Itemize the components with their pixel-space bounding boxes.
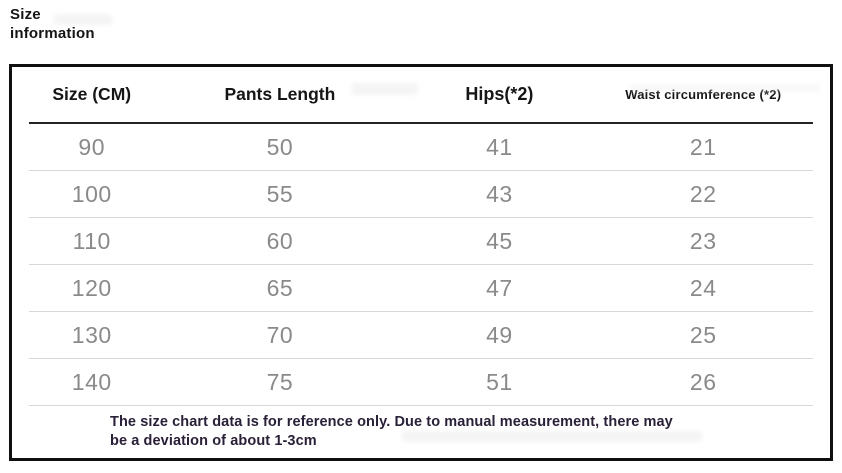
- header-hips: Hips(*2): [465, 84, 534, 104]
- note-line1: The size chart data is for reference onl…: [110, 414, 673, 430]
- cell-waist: 25: [689, 321, 717, 348]
- cell-size: 130: [71, 321, 112, 348]
- page-title-line1: Size: [10, 6, 41, 23]
- cell-waist: 26: [689, 368, 717, 395]
- size-chart-table: Size (CM) Pants Length Hips(*2) Waist ci…: [9, 64, 833, 461]
- cell-pants: 50: [266, 133, 294, 160]
- cell-hips: 49: [486, 321, 513, 348]
- page-title-line2: information: [10, 25, 95, 42]
- watermark-smudge: [54, 14, 112, 25]
- header-size-cm: Size (CM): [52, 84, 132, 104]
- cell-waist: 24: [689, 274, 717, 301]
- cell-hips: 41: [486, 133, 513, 160]
- table-row: 90 50 41 21: [29, 124, 813, 171]
- table-row: 100 55 43 22: [29, 171, 813, 218]
- watermark-smudge: [630, 84, 820, 92]
- cell-waist: 22: [689, 180, 717, 207]
- size-table-header-row: Size (CM) Pants Length Hips(*2) Waist ci…: [29, 67, 813, 124]
- table-row: 140 75 51 26: [29, 359, 813, 406]
- header-pants-length: Pants Length: [224, 84, 336, 104]
- cell-pants: 60: [266, 227, 294, 254]
- cell-pants: 55: [266, 180, 294, 207]
- watermark-smudge: [352, 83, 418, 95]
- cell-size: 120: [71, 274, 112, 301]
- cell-hips: 43: [486, 180, 513, 207]
- cell-size: 90: [78, 133, 106, 160]
- cell-hips: 51: [486, 368, 513, 395]
- cell-pants: 75: [266, 368, 294, 395]
- cell-waist: 23: [689, 227, 717, 254]
- cell-size: 110: [72, 227, 111, 254]
- cell-hips: 47: [486, 274, 513, 301]
- cell-size: 100: [71, 180, 112, 207]
- cell-hips: 45: [486, 227, 513, 254]
- cell-waist: 21: [689, 133, 717, 160]
- table-row: 110 60 45 23: [29, 218, 813, 265]
- cell-size: 140: [71, 368, 112, 395]
- table-row: 120 65 47 24: [29, 265, 813, 312]
- watermark-smudge: [402, 431, 702, 442]
- cell-pants: 70: [266, 321, 294, 348]
- note-line2: be a deviation of about 1-3cm: [110, 433, 317, 450]
- table-row: 130 70 49 25: [29, 312, 813, 359]
- header-waist-circumference: Waist circumference (*2): [625, 87, 782, 102]
- page-title: Size information: [10, 5, 95, 43]
- cell-pants: 65: [266, 274, 294, 301]
- size-chart-note: The size chart data is for reference onl…: [29, 406, 813, 458]
